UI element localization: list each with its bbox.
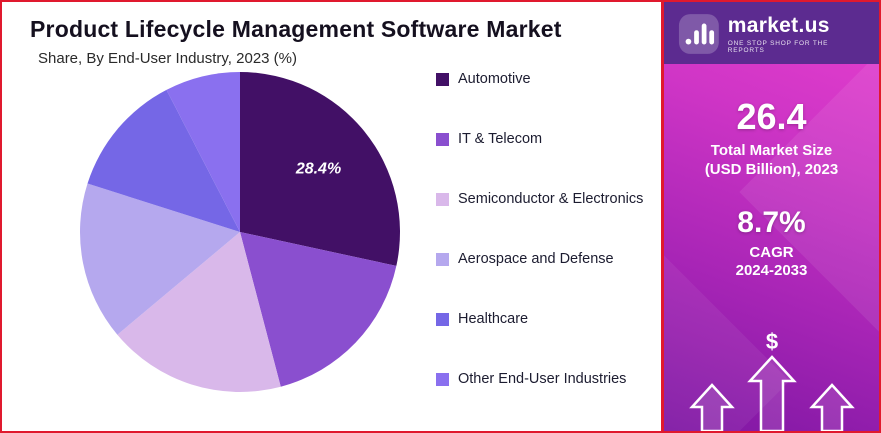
pie-slice-value-label: 28.4% xyxy=(295,161,341,178)
legend-swatch xyxy=(436,192,449,206)
chart-section: Product Lifecycle Management Software Ma… xyxy=(2,2,661,431)
cagr-label-line2: 2024-2033 xyxy=(735,262,808,280)
legend-swatch xyxy=(436,372,449,386)
legend-label: Automotive xyxy=(458,71,531,87)
up-arrow-icon xyxy=(746,355,797,431)
up-arrow-icon xyxy=(808,383,855,431)
legend-item-healthcare: Healthcare xyxy=(436,311,643,327)
chart-subtitle: Share, By End-User Industry, 2023 (%) xyxy=(38,50,297,67)
market-stats: 26.4 Total Market Size (USD Billion), 20… xyxy=(664,64,879,281)
marketus-logo-icon xyxy=(678,14,719,54)
cagr-value: 8.7% xyxy=(737,205,806,239)
brand-panel: market.us ONE STOP SHOP FOR THE REPORTS … xyxy=(661,2,879,431)
legend-item-automotive: Automotive xyxy=(436,71,643,87)
market-size-label-line2: (USD Billion), 2023 xyxy=(704,160,839,178)
legend-label: IT & Telecom xyxy=(458,131,543,147)
pie-slice-automotive xyxy=(240,72,400,266)
up-arrow-icon xyxy=(688,383,735,431)
legend-label: Aerospace and Defense xyxy=(458,251,614,267)
legend-swatch xyxy=(436,252,449,266)
legend-item-it-telecom: IT & Telecom xyxy=(436,131,643,147)
market-size-label-line1: Total Market Size xyxy=(710,142,833,159)
page-title: Product Lifecycle Management Software Ma… xyxy=(30,16,562,42)
legend-item-semiconductor-electronics: Semiconductor & Electronics xyxy=(436,191,643,207)
legend-swatch xyxy=(436,72,449,86)
growth-arrows-graphic: $ xyxy=(688,331,855,431)
legend-label: Healthcare xyxy=(458,311,529,327)
chart-row: 28.4% Automotive IT & Telecom Semiconducto… xyxy=(30,69,661,399)
pie-slice-healthcare xyxy=(87,89,240,233)
pie-slice-other-end-user-industries xyxy=(166,72,240,232)
brand-text: market.us ONE STOP SHOP FOR THE REPORTS xyxy=(728,14,867,54)
legend-label: Semiconductor & Electronics xyxy=(458,191,644,207)
legend-label: Other End-User Industries xyxy=(458,371,627,387)
cagr-label-line1: CAGR xyxy=(749,243,794,261)
pie-slice-aerospace-and-defense xyxy=(79,183,241,335)
pie-chart-svg: 28.4% xyxy=(79,72,400,392)
legend-swatch xyxy=(436,312,449,326)
pie-chart: 28.4% xyxy=(70,69,410,399)
market-size-label: Total Market Size (USD Billion), 2023 xyxy=(705,142,838,180)
pie-slice-it-telecom xyxy=(240,232,397,387)
legend-item-aerospace-and-defense: Aerospace and Defense xyxy=(436,251,643,267)
legend-item-other-end-user-industries: Other End-User Industries xyxy=(436,371,643,387)
brand-tagline: ONE STOP SHOP FOR THE REPORTS xyxy=(727,40,829,54)
dollar-icon: $ xyxy=(765,331,777,354)
legend-swatch xyxy=(436,132,449,146)
pie-slice-semiconductor-electronics xyxy=(117,232,281,392)
cagr-label: CAGR 2024-2033 xyxy=(736,244,808,282)
brand-name: market.us xyxy=(727,14,830,37)
chart-legend: Automotive IT & Telecom Semiconductor & El… xyxy=(436,71,643,387)
market-size-value: 26.4 xyxy=(736,96,807,137)
brand-header: market.us ONE STOP SHOP FOR THE REPORTS xyxy=(664,2,879,64)
